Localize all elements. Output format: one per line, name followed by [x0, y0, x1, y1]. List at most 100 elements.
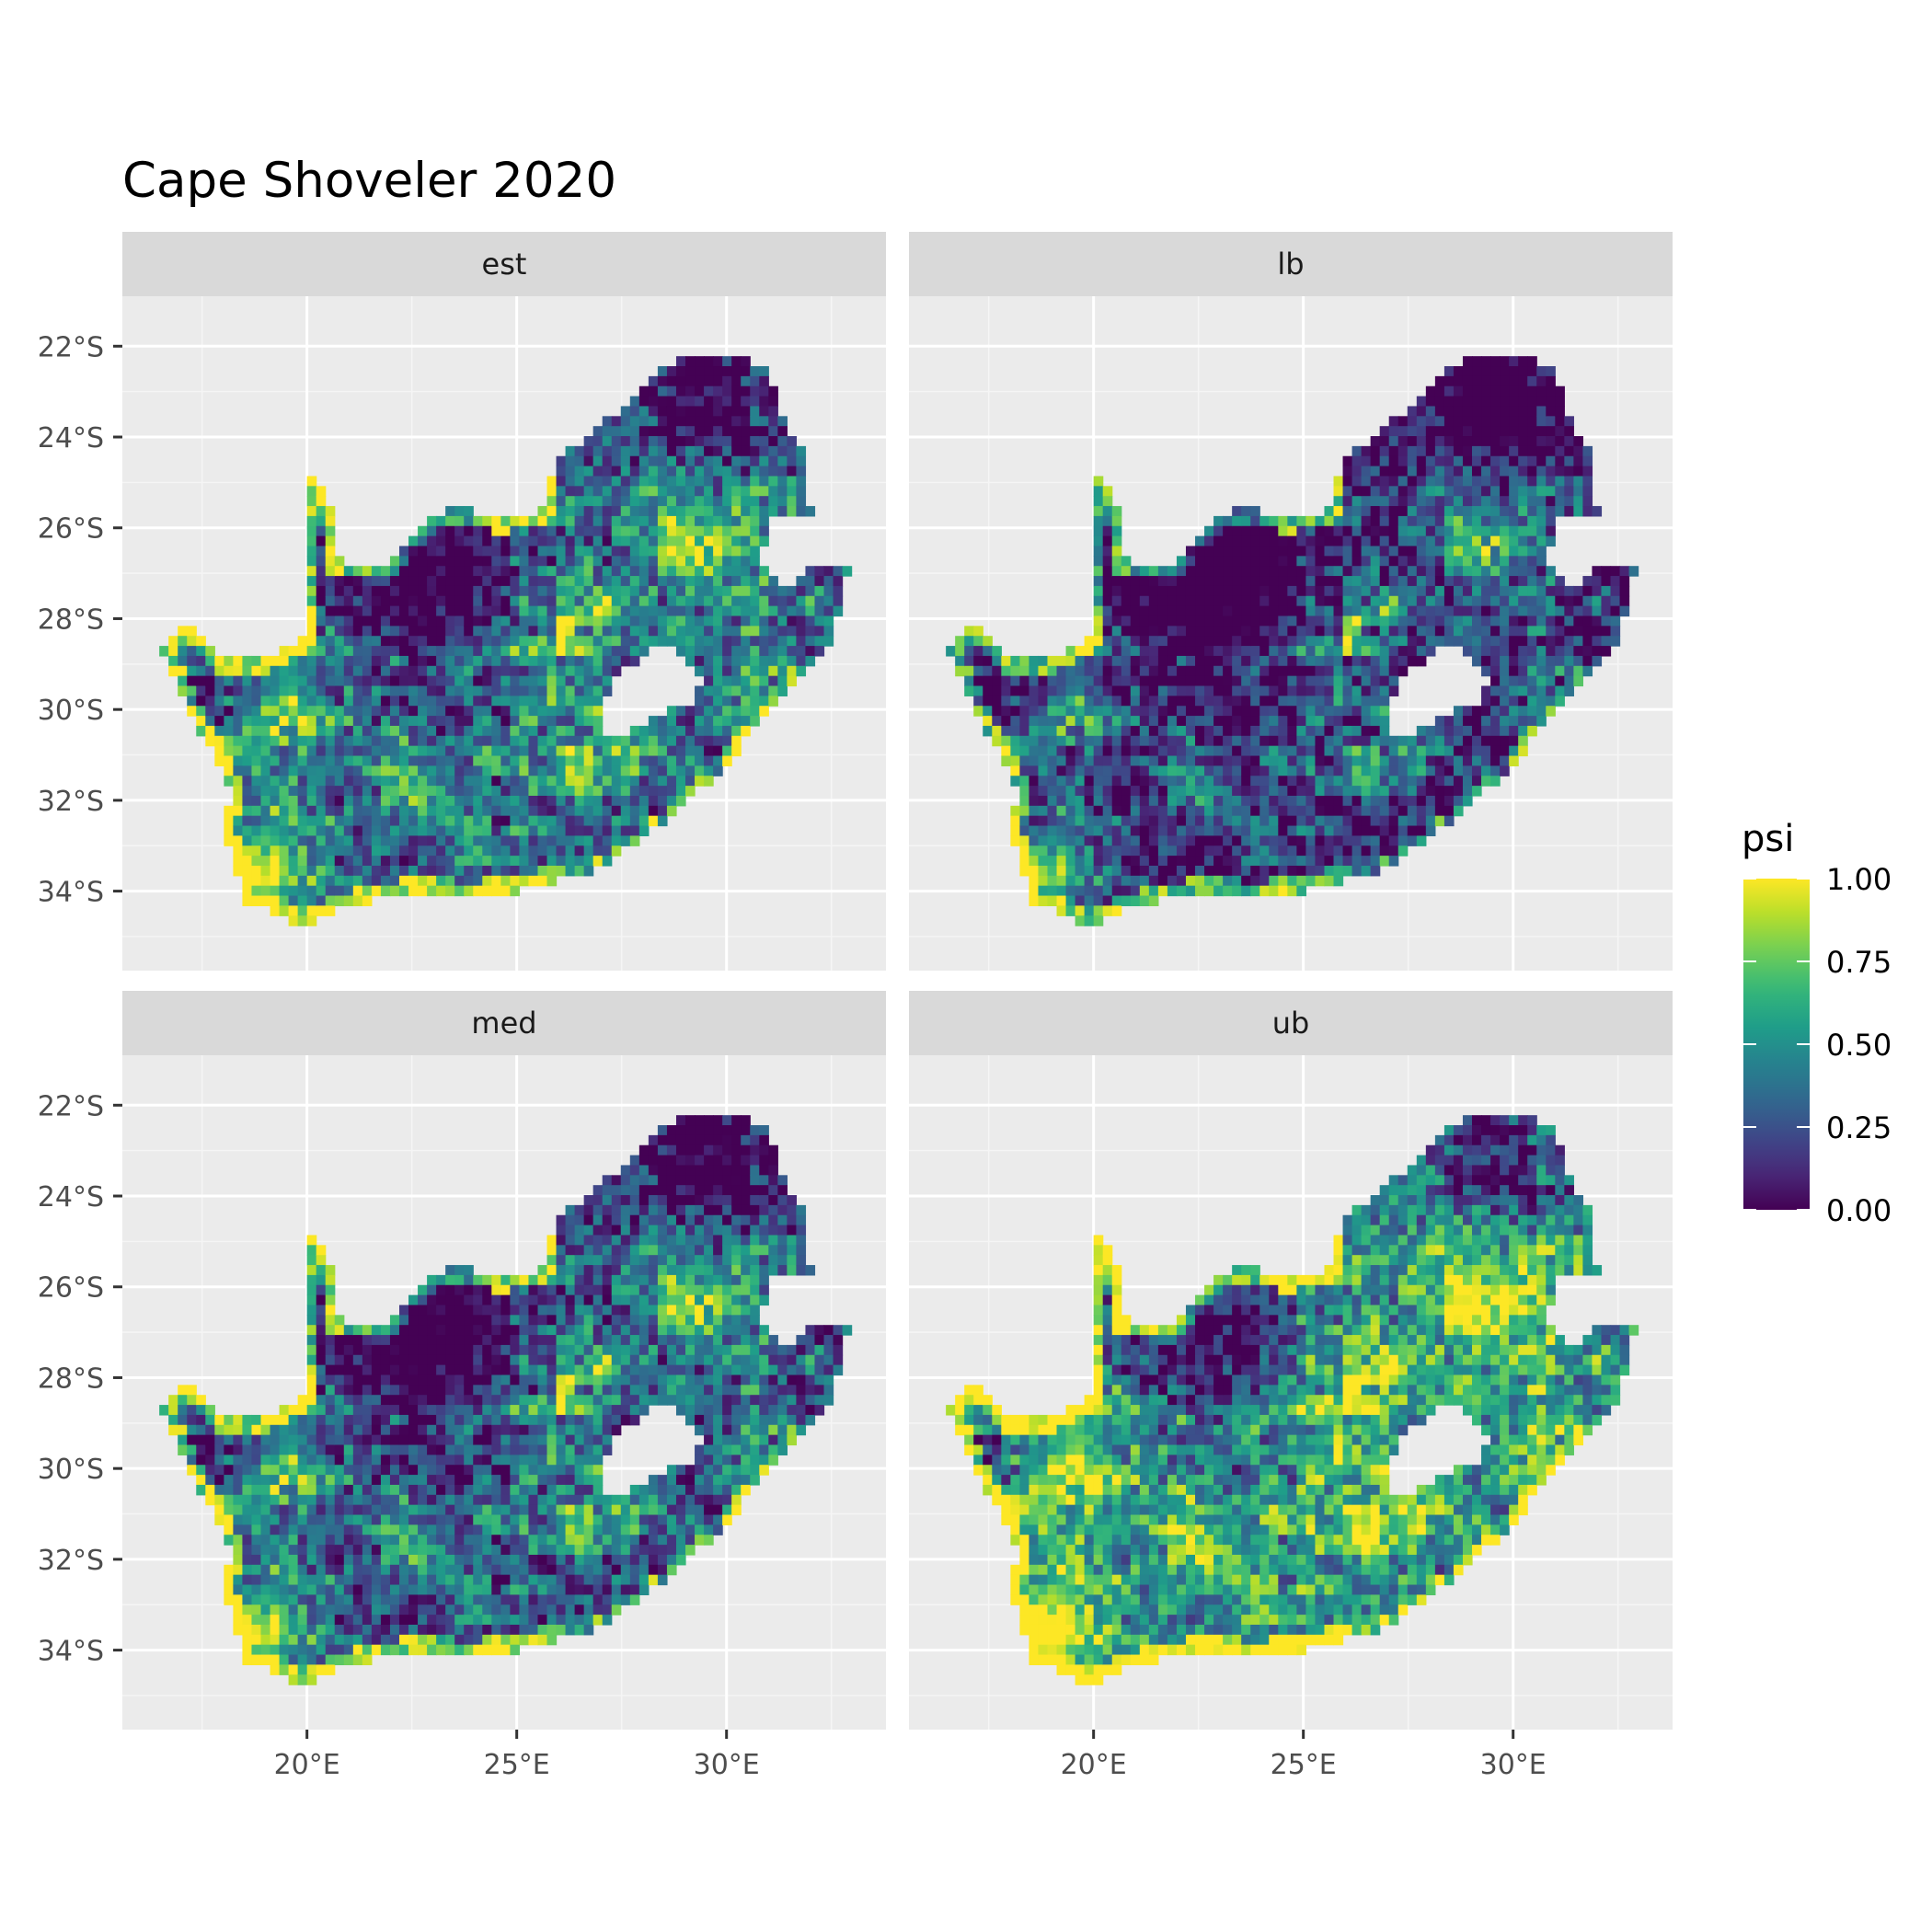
raster-cell	[214, 1494, 224, 1506]
raster-cell	[695, 735, 705, 747]
raster-cell	[1250, 856, 1260, 867]
raster-cell	[1518, 605, 1528, 617]
raster-cell	[1315, 636, 1326, 647]
raster-cell	[638, 595, 650, 607]
raster-cell	[1388, 655, 1399, 667]
raster-cell	[620, 626, 631, 637]
raster-cell	[638, 556, 650, 567]
raster-cell	[1407, 646, 1418, 657]
raster-cell	[519, 655, 530, 667]
raster-cell	[731, 685, 742, 696]
raster-cell	[675, 735, 686, 747]
raster-cell	[1065, 765, 1076, 776]
facet-panel-est: est	[122, 232, 886, 971]
raster-cell	[1084, 706, 1095, 717]
raster-cell	[722, 406, 732, 417]
raster-cell	[657, 755, 668, 766]
raster-cell	[1351, 576, 1363, 587]
raster-cell	[638, 385, 650, 397]
raster-cell	[583, 665, 594, 677]
raster-cell	[611, 535, 622, 547]
raster-cell	[1370, 466, 1381, 477]
raster-cell	[722, 426, 732, 437]
raster-cell	[1324, 556, 1335, 567]
raster-cell	[389, 595, 400, 607]
raster-cell	[270, 1664, 281, 1675]
raster-cell	[722, 665, 732, 677]
raster-cell	[731, 385, 742, 397]
raster-cell	[205, 1475, 215, 1486]
raster-cell	[1564, 445, 1574, 457]
raster-cell	[408, 755, 419, 766]
raster-cell	[1527, 646, 1537, 657]
raster-cell	[1397, 426, 1409, 437]
raster-cell	[398, 795, 409, 807]
raster-cell	[657, 546, 668, 557]
raster-cell	[1176, 566, 1187, 577]
raster-cell	[731, 426, 742, 437]
raster-cell	[306, 486, 317, 497]
raster-cell	[675, 585, 686, 597]
raster-cell	[1176, 835, 1187, 846]
raster-cell	[685, 585, 696, 597]
raster-cell	[500, 556, 511, 567]
raster-cell	[1204, 865, 1214, 877]
raster-cell	[666, 585, 677, 597]
raster-cell	[1370, 786, 1381, 797]
raster-cell	[325, 735, 336, 747]
raster-cell	[1490, 466, 1501, 477]
raster-cell	[657, 455, 668, 467]
raster-cell	[408, 875, 419, 887]
raster-cell	[436, 795, 446, 807]
raster-cell	[334, 745, 345, 757]
raster-cell	[1223, 665, 1233, 677]
raster-cell	[398, 835, 409, 846]
raster-cell	[1351, 835, 1363, 846]
raster-cell	[1019, 776, 1030, 787]
raster-cell	[473, 576, 483, 587]
raster-cell	[1397, 646, 1409, 657]
raster-cell	[731, 605, 742, 617]
raster-cell	[611, 795, 622, 807]
raster-cell	[1167, 595, 1178, 607]
raster-cell	[1010, 685, 1020, 696]
raster-cell	[196, 1434, 206, 1446]
raster-cell	[1434, 765, 1445, 776]
raster-cell	[1500, 375, 1510, 387]
raster-cell	[510, 636, 521, 647]
raster-cell	[1287, 815, 1297, 827]
raster-cell	[1388, 546, 1399, 557]
raster-cell	[777, 626, 788, 637]
raster-cell	[270, 845, 281, 857]
raster-cell	[602, 566, 613, 577]
raster-cell	[1601, 646, 1612, 657]
raster-cell	[1564, 655, 1574, 667]
raster-cell	[352, 566, 363, 577]
raster-cell	[713, 585, 723, 597]
raster-cell	[685, 755, 696, 766]
raster-cell	[620, 755, 631, 766]
raster-cell	[1065, 685, 1076, 696]
raster-cell	[1425, 455, 1436, 467]
raster-cell	[1148, 615, 1159, 627]
raster-cell	[1223, 825, 1233, 836]
raster-cell	[473, 875, 483, 887]
raster-cell	[620, 765, 631, 776]
raster-cell	[473, 665, 483, 677]
raster-cell	[1056, 735, 1067, 747]
raster-cell	[1111, 525, 1122, 537]
raster-cell	[1462, 356, 1473, 367]
raster-cell	[1333, 535, 1344, 547]
raster-cell	[1259, 615, 1270, 627]
raster-cell	[1500, 655, 1510, 667]
raster-cell	[1397, 615, 1409, 627]
raster-cell	[1204, 765, 1214, 776]
raster-cell	[408, 716, 419, 727]
raster-cell	[1425, 385, 1436, 397]
raster-cell	[334, 636, 345, 647]
raster-cell	[1527, 716, 1537, 727]
raster-cell	[270, 665, 281, 677]
raster-cell	[1546, 486, 1556, 497]
raster-cell	[695, 496, 705, 507]
raster-cell	[242, 1584, 253, 1595]
